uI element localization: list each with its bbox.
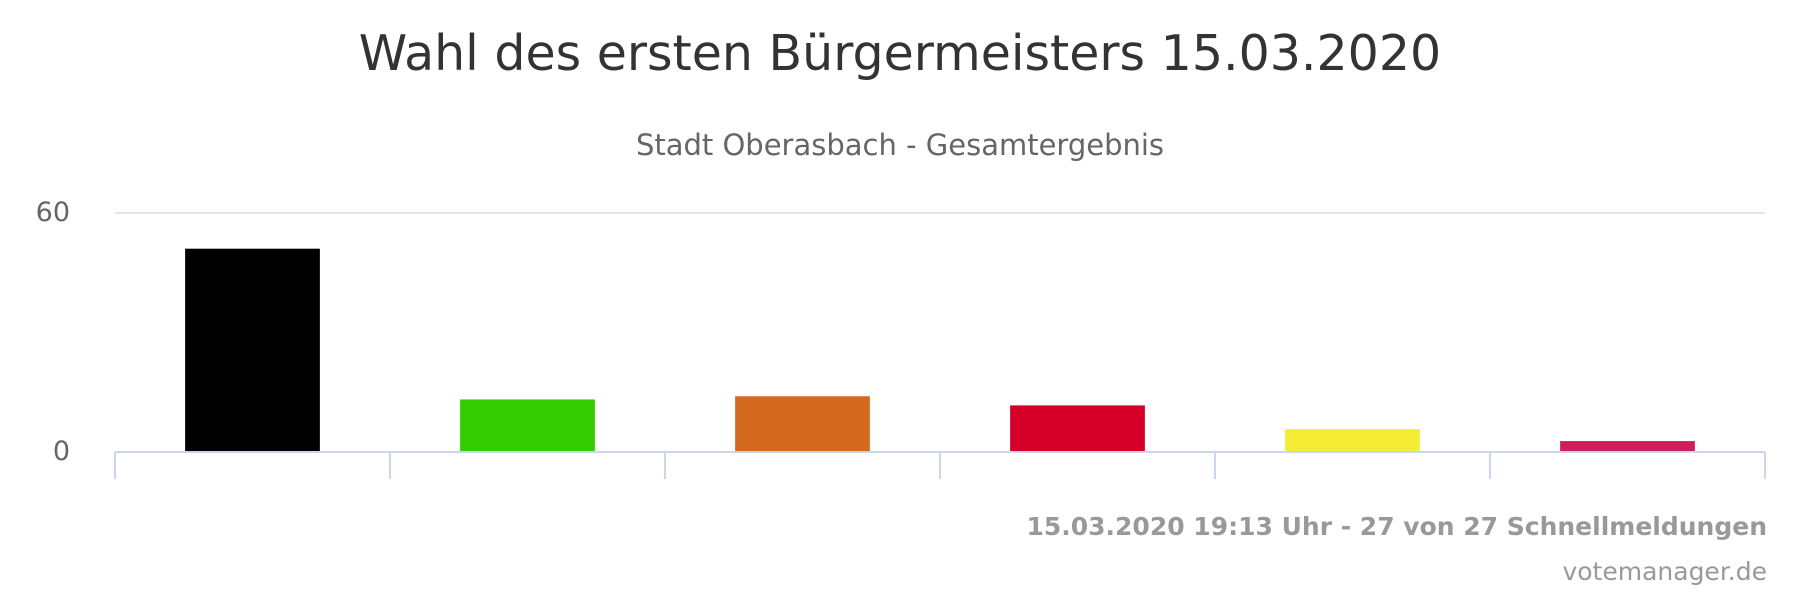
bar-4[interactable] [1010,405,1145,451]
bar-5[interactable] [1285,429,1420,451]
chart-title: Wahl des ersten Bürgermeisters 15.03.202… [359,25,1441,82]
y-tick-label-60: 60 [36,197,70,228]
y-tick-label-0: 0 [53,436,70,467]
status-footer: 15.03.2020 19:13 Uhr - 27 von 27 Schnell… [1026,512,1767,541]
bar-1[interactable] [185,248,320,451]
chart-subtitle: Stadt Oberasbach - Gesamtergebnis [636,128,1164,162]
bar-6[interactable] [1560,441,1695,451]
y-axis-ticks: 0 60 [36,197,70,467]
credit-link[interactable]: votemanager.de [1562,557,1767,586]
x-axis [114,451,1766,479]
bar-3[interactable] [735,396,870,451]
bar-2[interactable] [460,399,595,451]
bars [185,248,1695,451]
